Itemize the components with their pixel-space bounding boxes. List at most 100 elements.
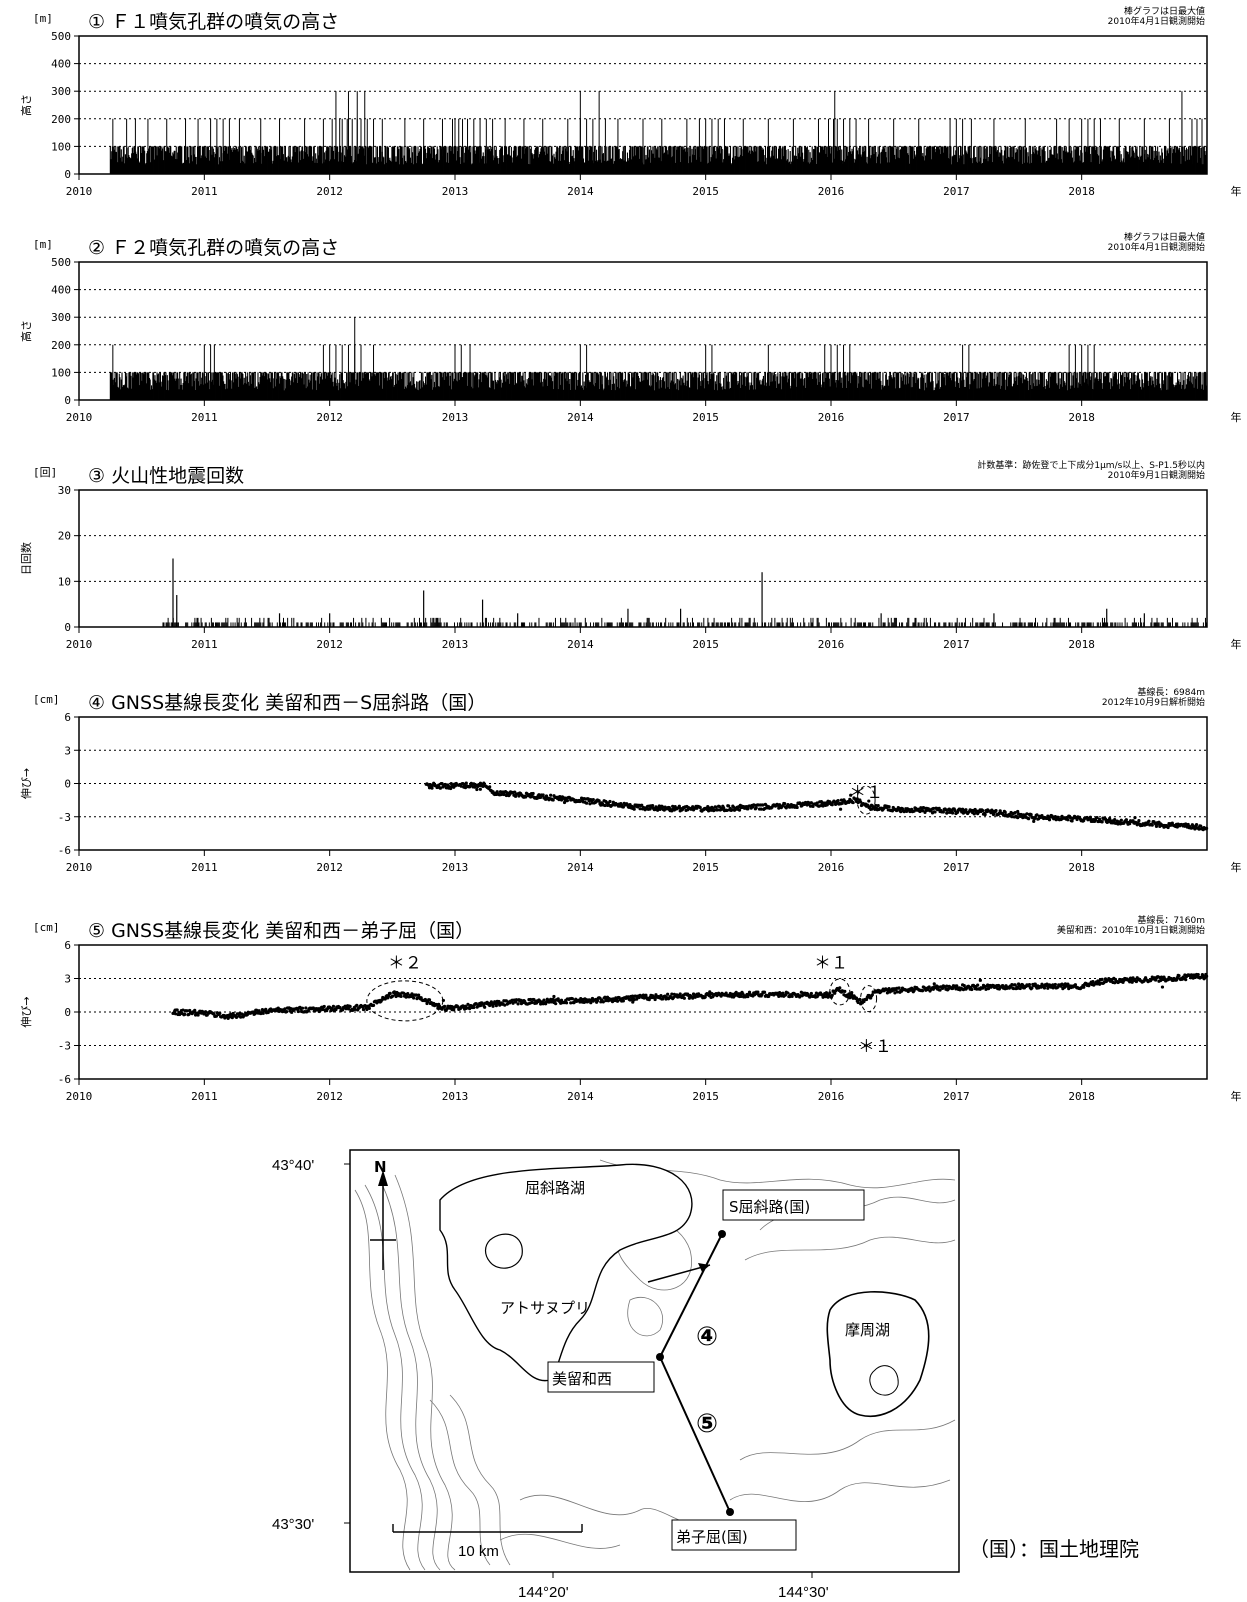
data-point [887,805,891,809]
y-tick-label: 500 [51,30,71,43]
data-point [1204,826,1209,830]
x-tick-label: 2018 [1068,411,1095,424]
data-point [944,808,948,812]
data-point [459,784,463,788]
data-point [945,810,950,815]
x-tick-label: 2018 [1068,861,1095,874]
data-point [488,785,492,789]
chart-title: ① Ｆ１噴気孔群の噴気の高さ [88,11,339,33]
data-point [559,798,564,802]
data-point [876,804,880,808]
outlier-point [849,793,853,797]
data-point [673,804,677,809]
x-tick-label: 2017 [943,411,970,424]
data-point [603,803,607,808]
data-point [437,783,441,787]
y-tick-label: 400 [51,284,71,297]
x-tick-label: 2010 [66,861,93,874]
y-tick-label: 10 [58,575,71,588]
y-tick-label: 3 [64,744,71,757]
y-tick-label: -3 [58,811,71,824]
unit-label: [m] [33,12,53,25]
data-point [657,804,661,808]
data-point [565,799,569,803]
data-point [809,801,813,805]
x-tick-label: 2012 [316,861,343,874]
y-tick-label: 200 [51,339,71,352]
data-point [990,808,994,812]
data-point [897,806,901,810]
chart-panel-f2: [m] ② Ｆ２噴気孔群の噴気の高さ 棒グラフは日最大値2010年4月1日観測開始高… [19,231,1242,424]
x-tick-label: 2015 [692,185,719,198]
data-point [1025,812,1029,816]
y-axis-label: 伸び→ [20,768,33,799]
x-tick-label: 2015 [692,638,719,651]
x-unit-label: 年 [1231,637,1242,651]
data-marks [109,91,1207,174]
x-unit-label: 年 [1231,860,1242,874]
y-tick-label: 400 [51,58,71,71]
x-tick-label: 2014 [567,411,594,424]
data-point [1095,816,1099,820]
data-point [1027,817,1031,821]
data-point [591,797,595,802]
data-point [725,808,729,812]
data-point [964,808,968,812]
unit-label: [cm] [33,693,60,706]
y-tick-label: 0 [64,168,71,181]
data-point [1070,819,1074,823]
data-point [504,793,508,798]
x-tick-label: 2018 [1068,185,1095,198]
data-point [1193,827,1197,831]
data-point [922,806,926,810]
data-point [752,803,757,807]
data-point [588,802,592,806]
data-point [1197,827,1201,831]
chart-note: 基線長：6984m [1137,686,1205,698]
data-point [815,801,819,805]
chart-title: ④ GNSS基線長変化 美留和西－S屈斜路（国） [88,692,486,714]
y-tick-label: 0 [64,621,71,634]
data-point [597,799,601,803]
x-tick-label: 2013 [442,638,469,651]
y-tick-label: 200 [51,113,71,126]
chart-note: 2010年4月1日観測開始 [1108,15,1205,27]
y-tick-label: -6 [58,844,71,857]
data-point [1035,813,1039,817]
data-point [544,794,549,798]
unit-label: [回] [33,466,57,479]
data-point [912,809,916,813]
y-tick-label: 300 [51,311,71,324]
x-tick-label: 2014 [567,638,594,651]
data-point [994,808,998,813]
data-point [1194,823,1199,827]
x-tick-label: 2011 [191,185,218,198]
data-point [531,791,535,796]
x-tick-label: 2017 [943,861,970,874]
chart-note: 2010年9月1日観測開始 [1108,469,1205,481]
data-point [557,797,561,802]
data-point [640,803,644,807]
data-point [732,805,736,809]
x-tick-label: 2015 [692,411,719,424]
data-marks [162,558,1208,627]
data-point [564,796,568,800]
x-unit-label: 年 [1231,184,1242,198]
data-point [661,805,665,809]
y-tick-label: 500 [51,256,71,269]
data-point [541,793,545,797]
data-point [585,801,589,805]
data-point [1068,815,1072,820]
data-point [714,805,718,809]
y-tick-label: 100 [51,366,71,379]
data-point [706,809,711,813]
data-point [941,810,945,814]
data-point [632,807,636,811]
x-tick-label: 2014 [567,185,594,198]
data-point [1154,824,1159,829]
data-point [991,812,996,817]
y-tick-label: 0 [64,778,71,791]
plot-frame [78,489,1208,628]
chart-panel-gnss4: [cm] ④ GNSS基線長変化 美留和西－S屈斜路（国） 基線長：6984m 201… [20,686,1242,874]
